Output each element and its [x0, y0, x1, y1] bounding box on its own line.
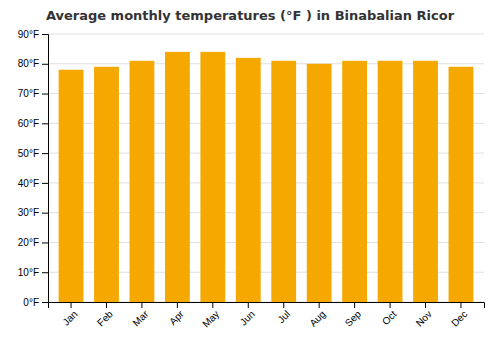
x-tick-label: Sep — [343, 308, 364, 329]
x-tick-mark — [106, 302, 107, 308]
y-tick-mark — [42, 64, 48, 65]
y-tick-label: 90°F — [18, 29, 39, 40]
y-tick: 80°F — [18, 58, 48, 69]
y-tick-mark — [42, 34, 48, 35]
y-tick-label: 0°F — [23, 297, 39, 308]
grid — [48, 34, 484, 302]
y-tick-mark — [42, 213, 48, 214]
bar — [236, 58, 261, 302]
x-tick-label: Mar — [130, 308, 150, 328]
grid-line — [48, 34, 484, 35]
y-tick-label: 50°F — [18, 148, 39, 159]
y-tick: 70°F — [18, 88, 48, 99]
bar — [449, 67, 474, 302]
y-tick-mark — [42, 123, 48, 124]
y-axis: 0°F 10°F 20°F 30°F 40°F 50°F 60°F 70°F 80°F 90°F — [18, 29, 49, 308]
y-tick: 30°F — [18, 207, 48, 218]
bar — [307, 64, 332, 302]
x-tick-mark — [390, 302, 391, 308]
x-tick-mark — [283, 302, 284, 308]
y-tick: 40°F — [18, 178, 48, 189]
x-axis: Jan Feb Mar Apr May Jun Jul Aug Sep Oct Nov Dec — [49, 302, 485, 330]
x-tick: Mar — [130, 302, 150, 328]
y-tick-mark — [42, 272, 48, 273]
y-tick: 50°F — [18, 148, 48, 159]
x-tick-mark — [212, 302, 213, 308]
bar — [94, 67, 119, 302]
x-tick-label: Jul — [275, 308, 292, 325]
x-tick: Oct — [380, 302, 399, 327]
x-tick-label: Apr — [167, 308, 186, 327]
x-tick-label: Jun — [238, 308, 257, 327]
x-tick-mark — [248, 302, 249, 308]
y-tick-mark — [42, 302, 48, 303]
y-tick: 60°F — [18, 118, 48, 129]
x-tick-label: Oct — [380, 308, 399, 327]
x-tick-label: May — [200, 308, 221, 329]
y-tick-label: 80°F — [18, 58, 39, 69]
title: Average monthly temperatures (°F ) in Bi… — [46, 8, 455, 23]
x-axis-line — [49, 303, 485, 309]
x-tick: May — [200, 302, 221, 330]
bar — [59, 70, 84, 302]
x-tick: Jul — [275, 302, 292, 325]
x-tick-mark — [425, 302, 426, 308]
bar — [165, 52, 190, 302]
bar — [342, 61, 367, 302]
y-tick-label: 40°F — [18, 178, 39, 189]
x-tick-mark — [460, 302, 461, 308]
x-tick-label: Jan — [60, 308, 79, 327]
y-tick: 10°F — [18, 267, 48, 278]
y-tick-label: 30°F — [18, 207, 39, 218]
y-tick-label: 60°F — [18, 118, 39, 129]
bar — [271, 61, 296, 302]
bar — [378, 61, 403, 302]
y-tick-label: 10°F — [18, 267, 39, 278]
x-tick-mark — [319, 302, 320, 308]
x-tick-label: Feb — [95, 308, 115, 328]
x-tick-mark — [71, 302, 72, 308]
bar — [200, 52, 225, 302]
x-tick-label: Dec — [449, 308, 469, 328]
y-tick: 20°F — [18, 237, 48, 248]
x-tick: Feb — [95, 302, 115, 328]
bar — [130, 61, 155, 302]
x-tick-label: Aug — [307, 308, 327, 328]
plot-area: 0°F 10°F 20°F 30°F 40°F 50°F 60°F 70°F 80°F 90°F J… — [18, 29, 485, 330]
x-tick: Nov — [414, 302, 434, 329]
x-tick-label: Nov — [414, 308, 434, 328]
chart: 0°F 10°F 20°F 30°F 40°F 50°F 60°F 70°F 80°F 90°F J… — [0, 0, 500, 350]
y-tick-mark — [42, 183, 48, 184]
y-axis-line — [42, 35, 49, 303]
y-tick-label: 70°F — [18, 88, 39, 99]
x-tick: Jun — [238, 302, 257, 328]
x-tick: Jan — [60, 302, 79, 328]
x-tick-mark — [141, 302, 142, 308]
x-tick-mark — [177, 302, 178, 308]
x-tick: Apr — [167, 302, 186, 327]
x-tick: Dec — [449, 302, 469, 329]
x-tick: Sep — [343, 302, 364, 329]
bars — [59, 52, 474, 302]
bar — [413, 61, 438, 302]
y-tick-label: 20°F — [18, 237, 39, 248]
y-tick-mark — [42, 153, 48, 154]
y-tick-mark — [42, 242, 48, 243]
y-tick-mark — [42, 94, 48, 95]
x-tick: Aug — [307, 302, 327, 329]
y-tick: 90°F — [18, 29, 48, 40]
y-tick: 0°F — [23, 297, 48, 308]
x-tick-mark — [354, 302, 355, 308]
